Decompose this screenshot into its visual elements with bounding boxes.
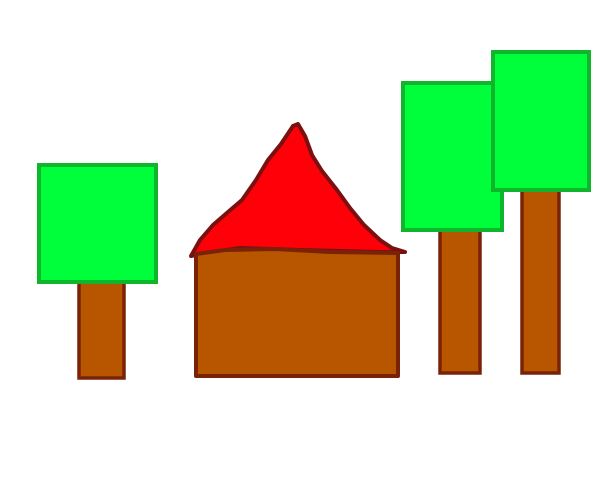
tree-middle-trunk	[438, 222, 482, 375]
house	[189, 122, 407, 378]
tree-right-foliage	[491, 50, 591, 192]
tree-middle-foliage	[401, 81, 504, 232]
tree-left	[37, 163, 158, 380]
house-wall	[194, 247, 400, 378]
tree-right	[491, 50, 591, 375]
tree-left-trunk	[77, 277, 126, 380]
tree-right-trunk	[520, 184, 561, 375]
tree-left-foliage	[37, 163, 158, 284]
tree-middle	[401, 81, 504, 375]
